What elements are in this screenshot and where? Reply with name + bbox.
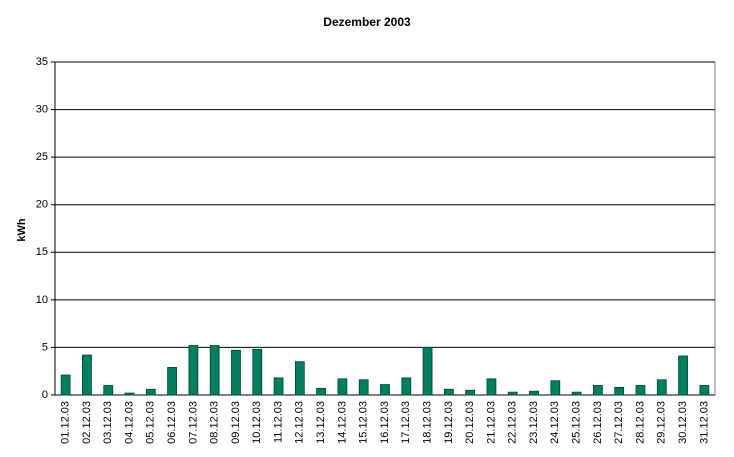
bar — [635, 385, 646, 396]
bar — [188, 345, 199, 396]
x-tick-label: 03.12.03 — [102, 401, 114, 444]
x-tick-label: 15.12.03 — [358, 401, 370, 444]
bar — [614, 386, 625, 396]
bar — [422, 347, 433, 396]
x-tick-label: 26.12.03 — [592, 401, 604, 444]
bar — [699, 385, 710, 396]
x-tick-label: 19.12.03 — [443, 401, 455, 444]
bar — [252, 348, 263, 396]
x-tick-label: 28.12.03 — [634, 401, 646, 444]
bar — [145, 388, 156, 396]
chart-title: Dezember 2003 — [323, 15, 411, 29]
x-tick-label: 18.12.03 — [421, 401, 433, 444]
x-tick-label: 30.12.03 — [677, 401, 689, 444]
x-tick-label: 21.12.03 — [485, 401, 497, 444]
x-tick-label: 14.12.03 — [336, 401, 348, 444]
x-tick-label: 05.12.03 — [145, 401, 157, 444]
x-tick-label: 10.12.03 — [251, 401, 263, 444]
plot-area — [54, 61, 716, 396]
bar — [550, 380, 561, 396]
x-tick-label: 13.12.03 — [315, 401, 327, 444]
x-tick-label: 09.12.03 — [230, 401, 242, 444]
bar — [294, 361, 305, 396]
x-tick-label: 23.12.03 — [528, 401, 540, 444]
bar — [273, 377, 284, 396]
bar — [209, 345, 220, 396]
y-tick-label: 35 — [36, 56, 48, 68]
y-tick-label: 25 — [36, 151, 48, 163]
bar — [358, 379, 369, 396]
x-tick-label: 07.12.03 — [187, 401, 199, 444]
x-tick-label: 11.12.03 — [272, 401, 284, 443]
bar — [593, 385, 603, 396]
bar — [443, 388, 454, 396]
bar — [678, 355, 688, 396]
bar — [337, 378, 348, 396]
y-tick-label: 0 — [42, 389, 48, 401]
bar — [486, 378, 497, 396]
bar — [507, 391, 518, 396]
x-tick-label: 17.12.03 — [400, 401, 412, 444]
x-tick-label: 22.12.03 — [507, 401, 519, 444]
bar — [316, 387, 326, 396]
bar — [529, 390, 539, 396]
x-tick-label: 12.12.03 — [294, 401, 306, 444]
y-tick-label: 20 — [36, 199, 48, 211]
y-axis-label: kWh — [16, 218, 28, 242]
bar — [231, 349, 241, 396]
bar — [82, 354, 92, 396]
bar — [656, 379, 667, 396]
x-tick-label: 20.12.03 — [464, 401, 476, 444]
x-tick-label: 31.12.03 — [698, 401, 710, 444]
x-tick-label: 24.12.03 — [549, 401, 561, 444]
x-tick-label: 08.12.03 — [209, 401, 221, 444]
bar — [60, 374, 71, 396]
x-tick-label: 01.12.03 — [60, 401, 72, 444]
x-tick-label: 25.12.03 — [571, 401, 583, 444]
y-tick-label: 15 — [36, 246, 48, 258]
bar — [124, 392, 135, 396]
bar — [571, 391, 582, 396]
x-tick-label: 27.12.03 — [613, 401, 625, 444]
y-tick-label: 30 — [36, 103, 48, 115]
bar — [465, 389, 476, 396]
x-tick-label: 02.12.03 — [81, 401, 93, 444]
bar — [167, 367, 177, 396]
x-tick-label: 06.12.03 — [166, 401, 178, 444]
bar — [103, 385, 114, 396]
bar — [401, 377, 412, 396]
bar — [380, 384, 390, 396]
y-tick-label: 10 — [36, 294, 48, 306]
y-tick-label: 5 — [42, 341, 48, 353]
x-tick-label: 04.12.03 — [123, 401, 135, 444]
x-tick-label: 16.12.03 — [379, 401, 391, 444]
x-tick-label: 29.12.03 — [656, 401, 668, 444]
